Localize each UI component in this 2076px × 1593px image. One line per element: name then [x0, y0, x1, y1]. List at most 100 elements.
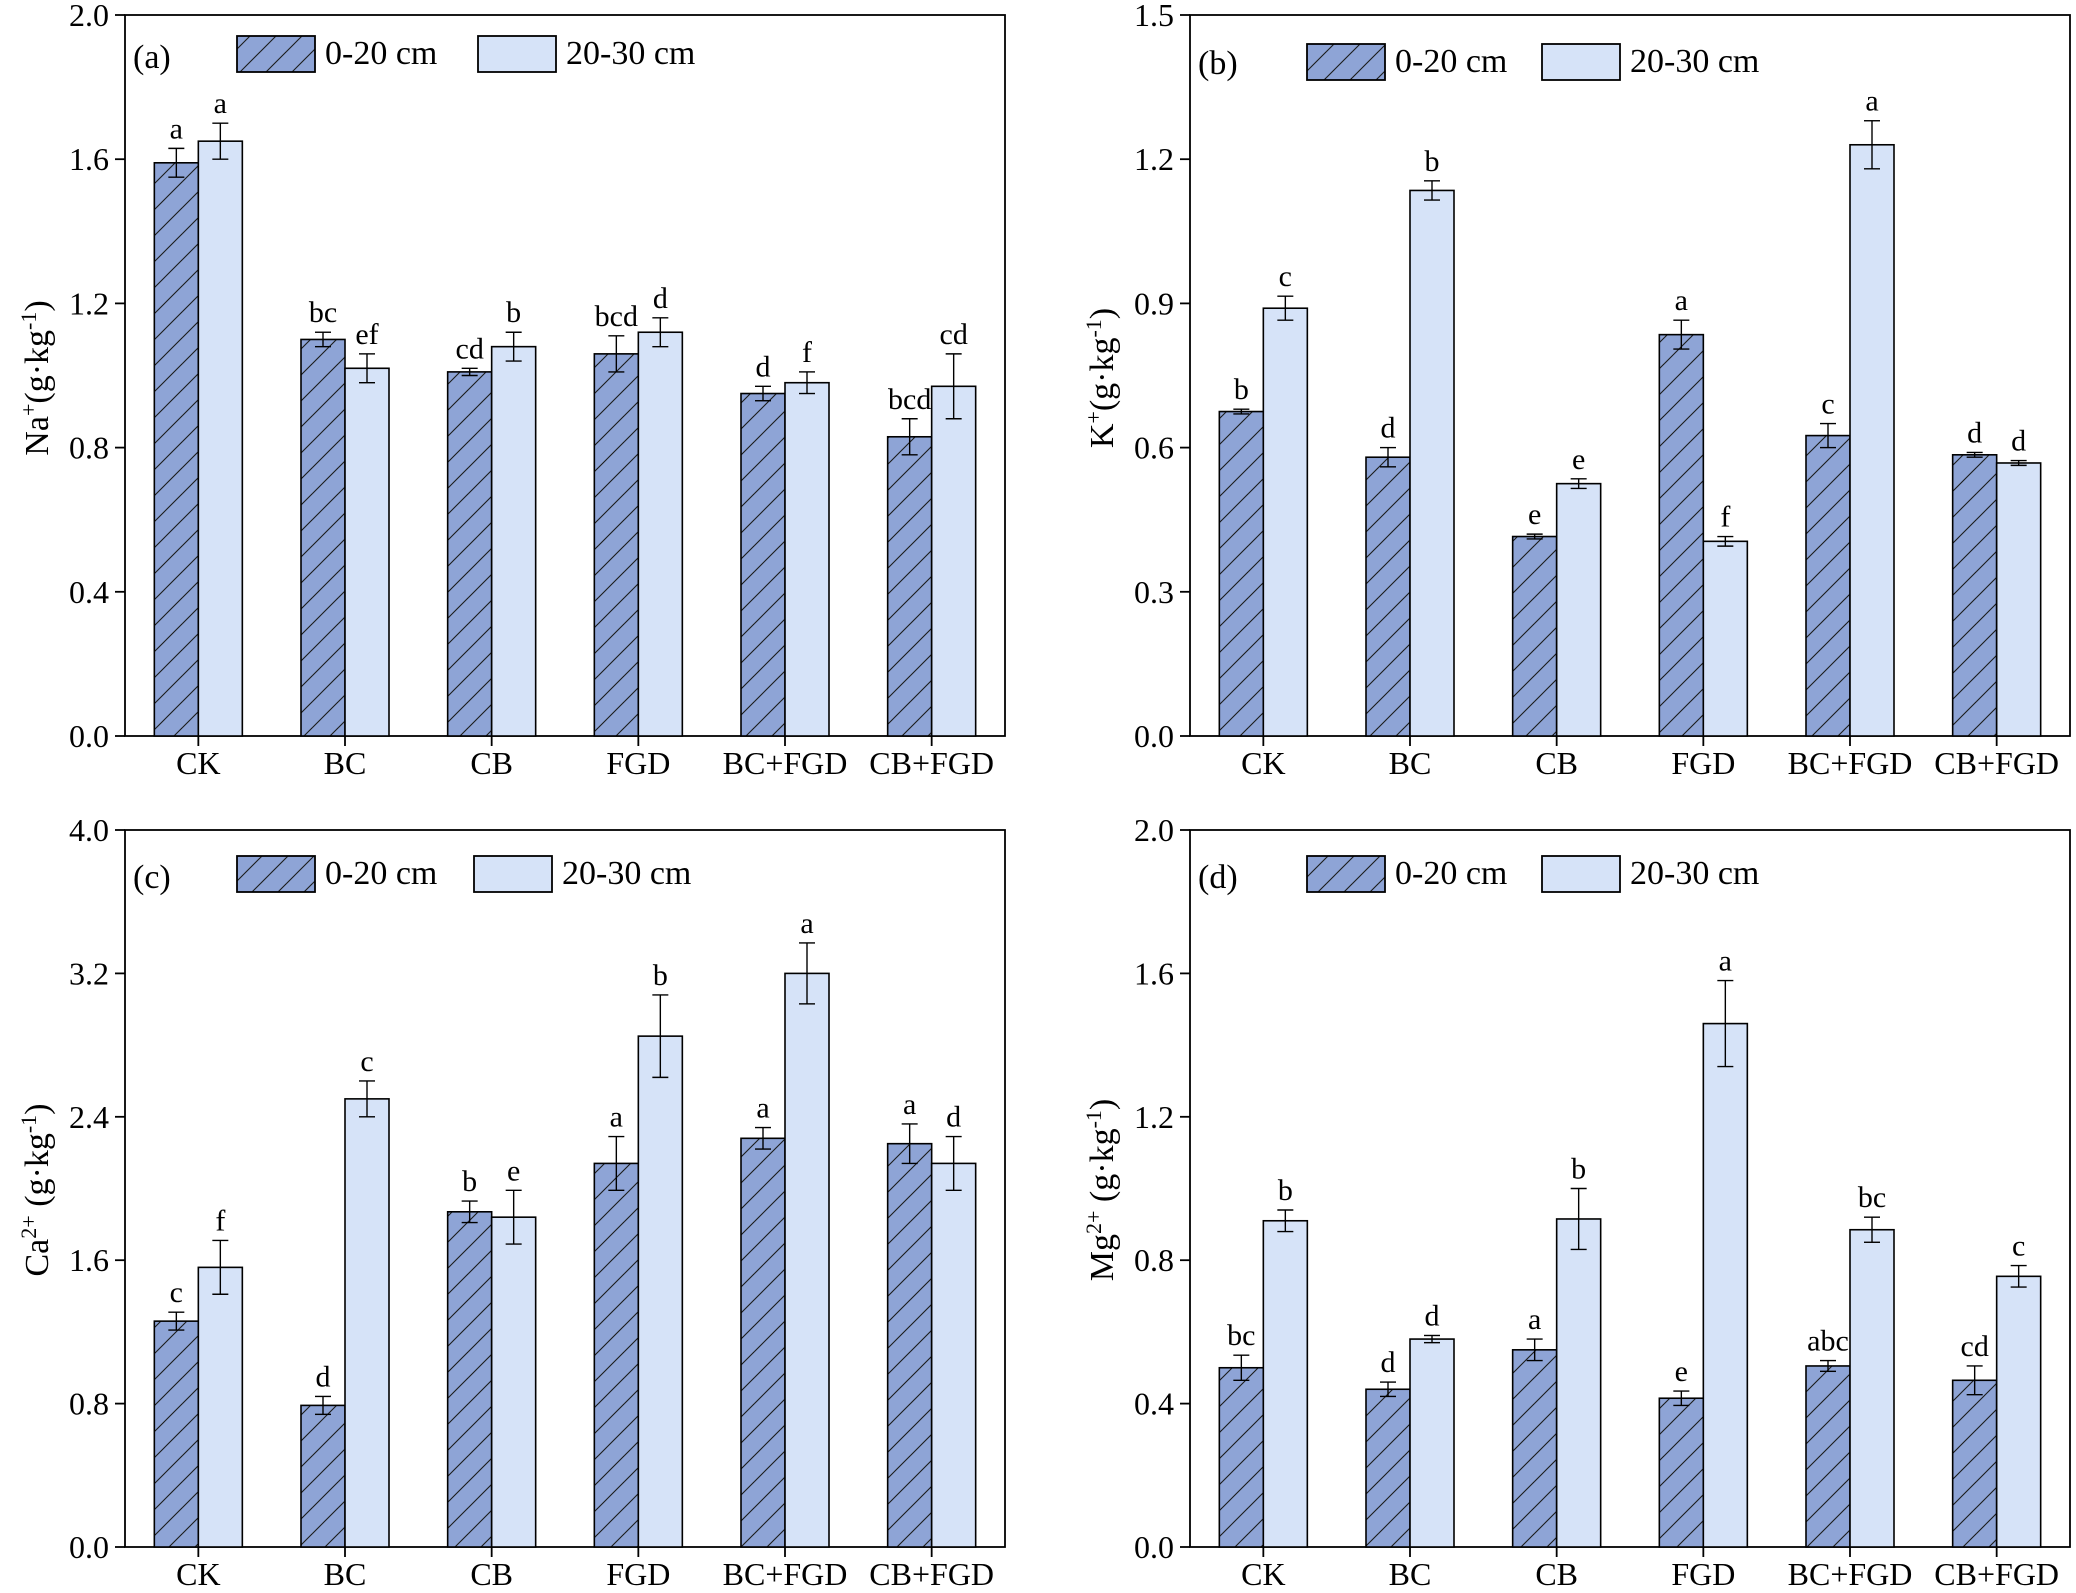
y-tick-label: 0.6 — [1134, 430, 1174, 466]
bar-20-30cm — [1409, 189, 1455, 737]
panel-label: (a) — [133, 39, 171, 76]
bar-0-20cm — [1805, 1365, 1851, 1548]
x-tick-label: CB+FGD — [869, 745, 994, 781]
x-tick-label: BC — [324, 1556, 367, 1592]
y-tick-label: 0.4 — [1134, 1386, 1174, 1422]
x-tick-label: CB+FGD — [869, 1556, 994, 1592]
legend-swatch-0-20cm — [236, 855, 316, 893]
bar-0-20cm — [446, 371, 493, 737]
y-tick-label: 2.0 — [69, 0, 109, 33]
significance-letter: cd — [940, 318, 968, 351]
y-tick-label: 2.0 — [1134, 812, 1174, 848]
y-tick-label: 0.0 — [1134, 718, 1174, 754]
y-tick-label: 0.4 — [69, 574, 109, 610]
legend: 0-20 cm 20-30 cm — [1306, 43, 1759, 81]
bar-0-20cm — [1511, 1349, 1558, 1548]
significance-letter: b — [1571, 1153, 1586, 1186]
bar-20-30cm — [1702, 1022, 1749, 1548]
y-tick-label: 1.6 — [69, 1242, 109, 1278]
bar-0-20cm — [446, 1211, 493, 1548]
bar-20-30cm — [637, 1035, 684, 1548]
significance-letter: bc — [309, 296, 337, 329]
significance-letter: b — [1278, 1174, 1293, 1207]
significance-letter: a — [903, 1088, 916, 1121]
legend-label-0-20cm: 0-20 cm — [1395, 43, 1507, 80]
bar-20-30cm — [344, 367, 390, 737]
y-axis-label: K+(g·kg-1) — [1081, 308, 1122, 448]
bar-0-20cm — [740, 392, 786, 737]
x-tick-label: BC+FGD — [1788, 745, 1913, 781]
x-tick-label: FGD — [1671, 745, 1735, 781]
legend-swatch-20-30cm — [473, 855, 553, 893]
y-tick-label: 0.9 — [1134, 285, 1174, 321]
bar-20-30cm — [1262, 307, 1309, 737]
bar-20-30cm — [1702, 540, 1749, 737]
significance-letter: abc — [1807, 1325, 1849, 1358]
significance-letter: c — [360, 1045, 373, 1078]
significance-letter: bcd — [888, 383, 931, 416]
bar-0-20cm — [740, 1137, 786, 1548]
y-tick-label: 0.8 — [69, 1386, 109, 1422]
x-tick-label: BC — [324, 745, 367, 781]
significance-letter: e — [507, 1154, 520, 1187]
bar-0-20cm — [1365, 1388, 1411, 1548]
y-tick-label: 0.0 — [69, 1529, 109, 1565]
y-tick-label: 0.0 — [1134, 1529, 1174, 1565]
significance-letter: d — [1425, 1299, 1440, 1332]
y-axis: 0.0 0.8 1.6 2.4 3.2 4.0 CK BC CB FGD BC+FGD CB+FGD — [69, 812, 994, 1592]
significance-letter: b — [653, 959, 668, 992]
bar-20-30cm — [344, 1098, 390, 1548]
x-tick-label: FGD — [1671, 1556, 1735, 1592]
bar-0-20cm — [1658, 333, 1705, 737]
significance-letter: b — [506, 296, 521, 329]
bar-0-20cm — [300, 338, 346, 737]
x-tick-label: BC+FGD — [723, 745, 848, 781]
significance-letter: a — [1865, 85, 1878, 118]
bar-20-30cm — [1555, 1218, 1602, 1548]
bar-20-30cm — [784, 972, 830, 1548]
significance-letter: b — [1234, 373, 1249, 406]
bar-0-20cm — [1365, 456, 1411, 737]
legend: 0-20 cm 20-30 cm — [1306, 855, 1759, 893]
significance-letter: bc — [1227, 1319, 1255, 1352]
significance-letter: d — [653, 282, 668, 315]
significance-letter: e — [1528, 498, 1541, 531]
y-tick-label: 4.0 — [69, 812, 109, 848]
y-axis-label: Ca2+ (g·kg-1) — [16, 1103, 57, 1276]
legend-swatch-20-30cm — [1541, 43, 1621, 81]
panel-label: (d) — [1198, 859, 1238, 896]
y-axis-label: Na+(g·kg-1) — [16, 300, 57, 455]
x-tick-label: CK — [176, 745, 220, 781]
significance-letter: d — [1381, 412, 1396, 445]
y-tick-label: 1.2 — [69, 285, 109, 321]
significance-letter: a — [756, 1092, 769, 1125]
significance-letter: a — [610, 1101, 623, 1134]
significance-letter: e — [1675, 1355, 1688, 1388]
panel-label: (c) — [133, 859, 171, 896]
y-tick-label: 2.4 — [69, 1099, 109, 1135]
bar-20-30cm — [1995, 462, 2042, 737]
bar-20-30cm — [197, 1266, 244, 1548]
y-tick-label: 1.6 — [69, 141, 109, 177]
bar-20-30cm — [930, 1162, 977, 1548]
x-tick-label: BC+FGD — [1788, 1556, 1913, 1592]
y-tick-label: 1.5 — [1134, 0, 1174, 33]
significance-letter: a — [170, 112, 183, 145]
x-tick-label: BC — [1389, 1556, 1432, 1592]
significance-letter: f — [215, 1204, 225, 1237]
bar-20-30cm — [490, 1216, 537, 1548]
x-tick-label: CK — [1241, 1556, 1285, 1592]
panel-a: 0.00.40.81.21.62.0CK BC CB FGD BC+FGD CB+FGD … — [16, 0, 1006, 781]
significance-letter: f — [802, 336, 812, 369]
y-tick-label: 1.2 — [1134, 1099, 1174, 1135]
significance-letter: d — [316, 1360, 331, 1393]
legend-swatch-20-30cm — [1541, 855, 1621, 893]
x-tick-label: CB — [470, 1556, 513, 1592]
bar-0-20cm — [1218, 410, 1265, 737]
legend-label-20-30cm: 20-30 cm — [566, 35, 695, 72]
bar-0-20cm — [1805, 434, 1851, 737]
y-axis: 0.0 0.4 0.8 1.2 1.6 2.0 CK BC CB FGD BC+FGD CB+FGD — [69, 0, 994, 781]
